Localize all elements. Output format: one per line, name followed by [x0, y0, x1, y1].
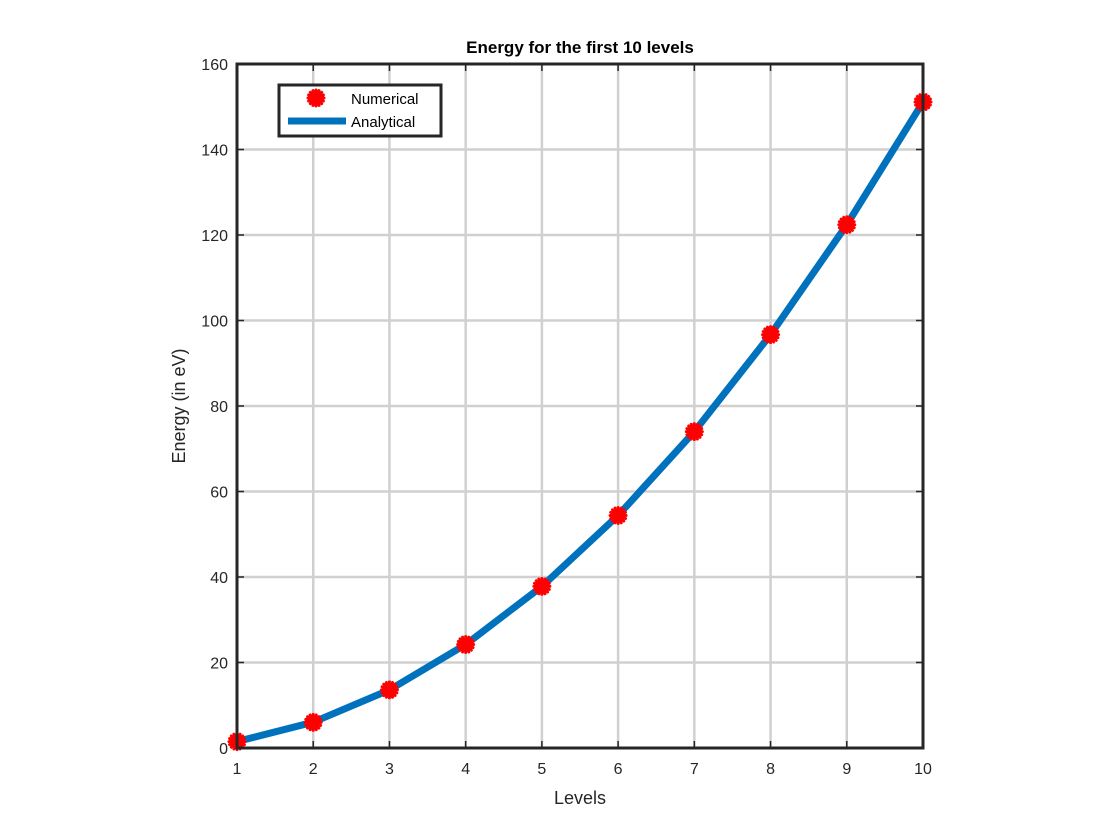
y-tick-label: 0 [219, 741, 228, 758]
y-tick-label: 40 [210, 570, 228, 587]
series-numerical-point [837, 215, 857, 235]
legend-numerical-label: Numerical [351, 91, 419, 108]
x-tick-label: 6 [614, 761, 623, 778]
series-numerical-point [608, 505, 628, 525]
y-tick-label: 80 [210, 399, 228, 416]
y-tick-label: 100 [201, 314, 228, 331]
x-tick-label: 1 [233, 761, 242, 778]
x-axis-label: Levels [554, 788, 606, 808]
series-analytical-line [236, 100, 926, 745]
chart-title: Energy for the first 10 levels [466, 38, 694, 57]
y-tick-label: 140 [201, 143, 228, 160]
series-numerical-point [684, 422, 704, 442]
x-tick-label: 10 [914, 761, 932, 778]
x-tick-label: 4 [461, 761, 470, 778]
series-numerical-point [303, 712, 323, 732]
series-numerical-point [456, 635, 476, 655]
plot-series [227, 92, 933, 752]
x-tick-label: 7 [690, 761, 699, 778]
y-tick-label: 120 [201, 228, 228, 245]
y-tick-label: 20 [210, 656, 228, 673]
series-numerical-point [379, 680, 399, 700]
x-tick-label: 8 [766, 761, 775, 778]
legend: Numerical Analytical [277, 83, 443, 138]
series-numerical-point [761, 325, 781, 345]
legend-numerical-marker [306, 88, 326, 108]
y-tick-label: 160 [201, 57, 228, 74]
legend-numerical-asterisk [306, 88, 326, 108]
x-tick-label: 2 [309, 761, 318, 778]
series-numerical-point [532, 576, 552, 596]
legend-box [277, 83, 443, 138]
x-tick-label: 9 [842, 761, 851, 778]
y-axis-label: Energy (in eV) [169, 348, 189, 463]
tick-marks [236, 63, 924, 749]
grid [235, 62, 925, 750]
x-tick-label: 5 [537, 761, 546, 778]
x-tick-label: 3 [385, 761, 394, 778]
y-tick-label: 60 [210, 485, 228, 502]
legend-analytical-label: Analytical [351, 114, 415, 131]
